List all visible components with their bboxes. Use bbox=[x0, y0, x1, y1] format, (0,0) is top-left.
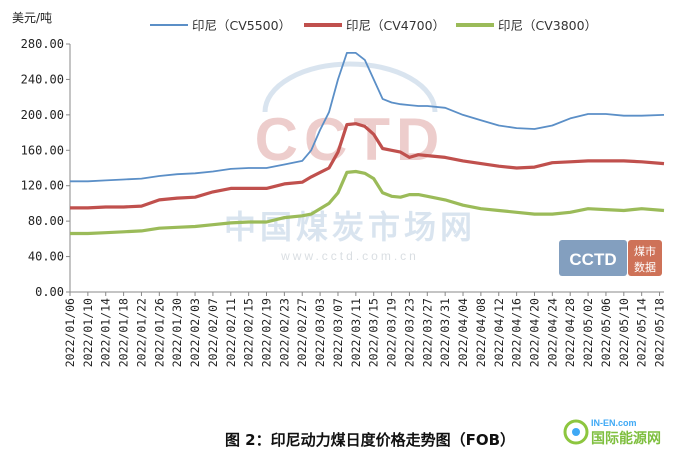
x-tick-label: 2022/01/18 bbox=[117, 298, 131, 367]
watermark-url: www.cctd.com.cn bbox=[280, 249, 419, 263]
x-tick-label: 2022/01/26 bbox=[152, 298, 166, 367]
y-tick-label: 160.00 bbox=[21, 143, 64, 157]
y-tick-label: 280.00 bbox=[21, 37, 64, 51]
x-tick-label: 2022/04/16 bbox=[510, 298, 524, 367]
x-tick-label: 2022/02/19 bbox=[260, 298, 274, 367]
x-tick-label: 2022/03/15 bbox=[367, 298, 381, 367]
x-tick-label: 2022/02/15 bbox=[242, 298, 256, 367]
in-en-brand-top: IN-EN.com bbox=[591, 418, 637, 428]
x-tick-label: 2022/04/08 bbox=[474, 298, 488, 367]
series-line-cv3800 bbox=[70, 169, 665, 236]
x-tick-label: 2022/03/11 bbox=[349, 298, 363, 367]
x-tick-label: 2022/04/20 bbox=[527, 298, 541, 367]
x-tick-label: 2022/02/23 bbox=[277, 298, 291, 367]
legend-label-cv5500: 印尼（CV5500） bbox=[192, 18, 291, 33]
cctd-badge: CCTD 煤市 数据 bbox=[559, 240, 662, 276]
x-tick-label: 2022/01/10 bbox=[81, 298, 95, 367]
legend: 印尼（CV5500） 印尼（CV4700） 印尼（CV3800） bbox=[150, 18, 597, 33]
series-line-cv4700 bbox=[70, 122, 665, 210]
x-tick-label: 2022/02/11 bbox=[224, 298, 238, 367]
x-tick-label: 2022/05/02 bbox=[581, 298, 595, 367]
y-tick-label: 0.00 bbox=[35, 285, 64, 299]
x-tick-label: 2022/02/03 bbox=[188, 298, 202, 367]
series-lines bbox=[70, 52, 665, 236]
badge-logo-text: CCTD bbox=[569, 250, 616, 269]
x-tick-label: 2022/05/18 bbox=[653, 298, 667, 367]
watermark-site-name: 中国煤炭市场网 bbox=[224, 209, 476, 245]
x-tick-label: 2022/04/24 bbox=[545, 298, 559, 367]
cctd-watermark: CCTD 中国煤炭市场网 www.cctd.com.cn bbox=[224, 61, 476, 263]
x-tick-label: 2022/05/10 bbox=[617, 298, 631, 367]
x-tick-label: 2022/01/30 bbox=[170, 298, 184, 367]
x-tick-label: 2022/03/31 bbox=[438, 298, 452, 367]
in-en-brand: IN-EN.com 国际能源网 bbox=[563, 418, 661, 446]
y-axis: 0.00 40.00 80.00 120.00 160.00 200.00 240.00 28… bbox=[21, 37, 71, 299]
y-tick-label: 240.00 bbox=[21, 72, 64, 86]
legend-label-cv4700: 印尼（CV4700） bbox=[346, 18, 445, 33]
x-tick-label: 2022/02/07 bbox=[206, 298, 220, 367]
y-tick-label: 80.00 bbox=[28, 214, 64, 228]
badge-label-line2: 数据 bbox=[634, 260, 656, 274]
x-tick-label: 2022/03/23 bbox=[402, 298, 416, 367]
x-tick-label: 2022/01/22 bbox=[134, 298, 148, 367]
x-tick-label: 2022/03/27 bbox=[420, 298, 434, 367]
x-tick-label: 2022/05/06 bbox=[599, 298, 613, 367]
x-tick-label: 2022/01/06 bbox=[63, 298, 77, 367]
in-en-logo-icon bbox=[563, 419, 589, 445]
badge-label-line1: 煤市 bbox=[634, 244, 656, 258]
legend-label-cv3800: 印尼（CV3800） bbox=[498, 18, 597, 33]
y-axis-unit: 美元/吨 bbox=[12, 11, 52, 25]
x-tick-label: 2022/04/28 bbox=[563, 298, 577, 367]
x-tick-label: 2022/04/04 bbox=[456, 298, 470, 367]
y-tick-label: 120.00 bbox=[21, 179, 64, 193]
x-tick-label: 2022/02/27 bbox=[295, 298, 309, 367]
x-tick-label: 2022/03/19 bbox=[385, 298, 399, 367]
in-en-brand-bottom: 国际能源网 bbox=[591, 430, 661, 446]
figure-caption: 图 2：印尼动力煤日度价格走势图（FOB） bbox=[225, 431, 515, 449]
x-tick-label: 2022/01/14 bbox=[99, 298, 113, 367]
x-tick-label: 2022/03/07 bbox=[331, 298, 345, 367]
x-tick-label: 2022/03/03 bbox=[313, 298, 327, 367]
y-tick-label: 40.00 bbox=[28, 250, 64, 264]
y-tick-label: 200.00 bbox=[21, 108, 64, 122]
series-line-cv5500 bbox=[70, 52, 665, 183]
x-tick-label: 2022/04/12 bbox=[492, 298, 506, 367]
x-tick-label: 2022/05/14 bbox=[635, 298, 649, 367]
x-axis: 2022/01/06 2022/01/10 2022/01/14 2022/01/18… bbox=[63, 291, 667, 367]
watermark-logo-text: CCTD bbox=[255, 106, 446, 173]
